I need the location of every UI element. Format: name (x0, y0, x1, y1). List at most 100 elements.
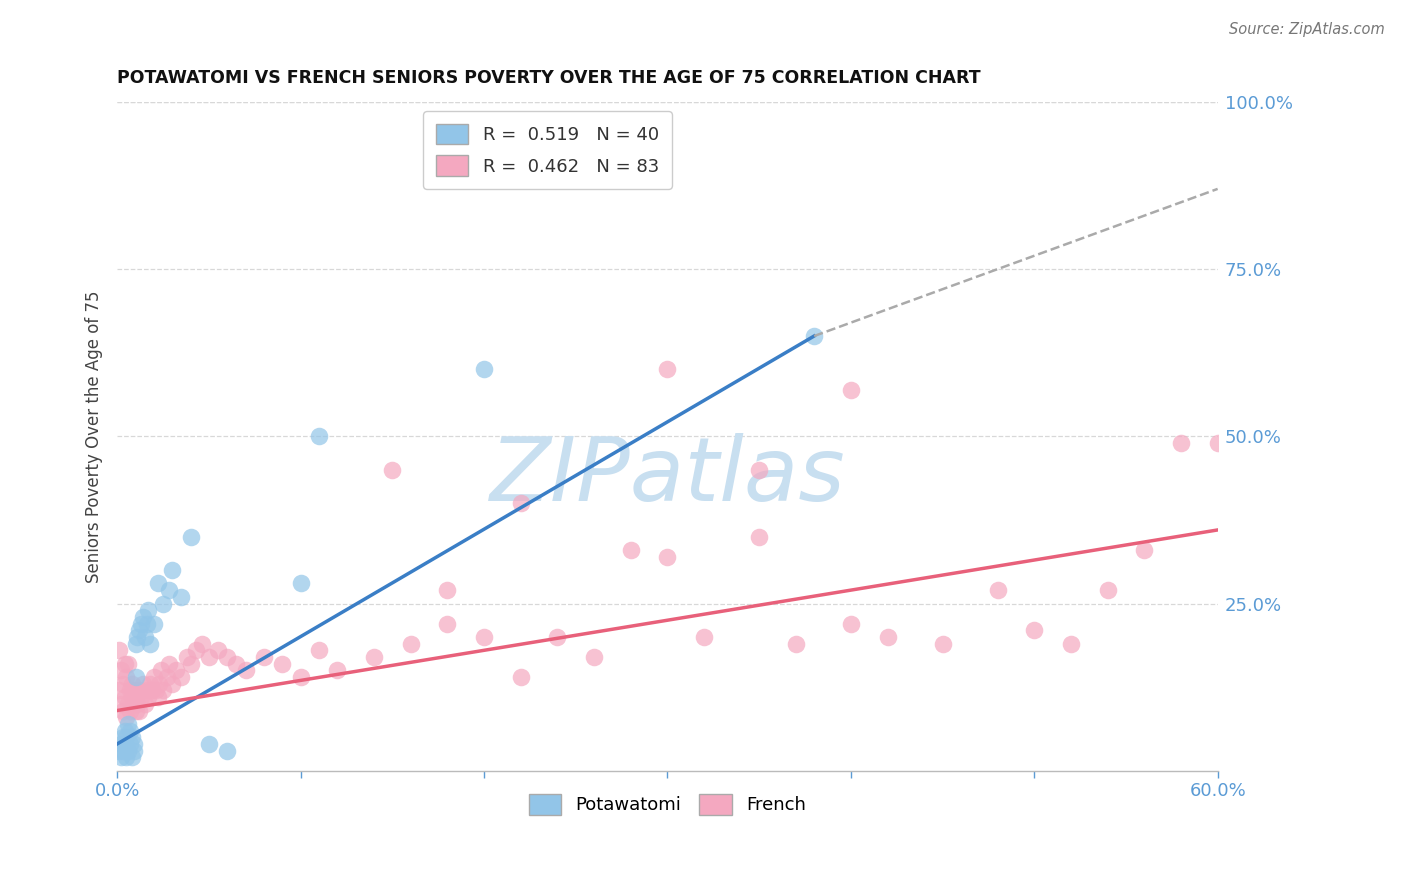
Point (115, 750, 138, 764)
Point (145, 683, 167, 698)
Point (127, 697, 149, 711)
Point (148, 677, 170, 691)
Point (839, 383, 862, 397)
Point (124, 637, 146, 651)
Point (363, 650, 385, 665)
Point (620, 543, 643, 558)
Point (124, 670, 146, 684)
Point (114, 737, 136, 751)
Point (127, 630, 149, 644)
Point (124, 690, 146, 705)
Point (180, 530, 202, 544)
Point (118, 704, 141, 718)
Point (132, 677, 155, 691)
Point (122, 683, 145, 698)
Point (122, 697, 145, 711)
Point (839, 616, 862, 631)
Point (135, 616, 157, 631)
Point (150, 664, 173, 678)
Point (124, 704, 146, 718)
Point (118, 683, 141, 698)
Point (657, 362, 679, 376)
Point (121, 677, 143, 691)
Legend: Potawatomi, French: Potawatomi, French (522, 787, 814, 822)
Point (115, 670, 138, 684)
Point (108, 683, 131, 698)
Point (785, 637, 807, 651)
Point (1170, 436, 1192, 450)
Point (110, 737, 132, 751)
Point (657, 549, 679, 564)
Point (111, 744, 134, 758)
Point (399, 637, 422, 651)
Point (156, 670, 179, 684)
Point (472, 362, 495, 376)
Point (122, 737, 145, 751)
Point (803, 329, 825, 343)
Point (138, 690, 160, 705)
Point (114, 690, 136, 705)
Point (111, 704, 134, 718)
Point (1097, 583, 1119, 598)
Point (117, 697, 139, 711)
Point (381, 463, 404, 477)
Point (110, 664, 132, 678)
Point (271, 657, 294, 671)
Point (198, 737, 221, 751)
Point (146, 690, 169, 705)
Point (157, 583, 180, 598)
Point (135, 683, 157, 698)
Point (111, 677, 134, 691)
Point (180, 657, 202, 671)
Point (134, 630, 156, 644)
Point (114, 657, 136, 671)
Point (134, 697, 156, 711)
Point (152, 683, 174, 698)
Point (117, 717, 139, 731)
Y-axis label: Seniors Poverty Over the Age of 75: Seniors Poverty Over the Age of 75 (86, 290, 103, 582)
Point (121, 731, 143, 745)
Point (115, 710, 138, 724)
Point (1024, 624, 1046, 638)
Point (117, 657, 139, 671)
Point (1133, 543, 1156, 558)
Point (160, 563, 183, 577)
Text: Source: ZipAtlas.com: Source: ZipAtlas.com (1229, 22, 1385, 37)
Text: ZIPatlas: ZIPatlas (489, 434, 845, 519)
Point (308, 643, 330, 657)
Point (110, 697, 132, 711)
Point (108, 643, 131, 657)
Point (176, 650, 198, 665)
Point (128, 683, 150, 698)
Point (436, 616, 458, 631)
Point (253, 650, 276, 665)
Point (157, 657, 180, 671)
Point (108, 744, 131, 758)
Point (138, 603, 160, 617)
Point (986, 583, 1008, 598)
Point (110, 750, 132, 764)
Text: POTAWATOMI VS FRENCH SENIORS POVERTY OVER THE AGE OF 75 CORRELATION CHART: POTAWATOMI VS FRENCH SENIORS POVERTY OVE… (117, 69, 981, 87)
Point (931, 637, 953, 651)
Point (142, 616, 165, 631)
Point (139, 677, 162, 691)
Point (207, 643, 229, 657)
Point (472, 630, 495, 644)
Point (152, 597, 174, 611)
Point (509, 496, 531, 510)
Point (876, 630, 898, 644)
Point (146, 576, 169, 591)
Point (184, 643, 207, 657)
Point (170, 670, 193, 684)
Point (583, 650, 606, 665)
Point (121, 690, 143, 705)
Point (118, 737, 141, 751)
Point (170, 590, 193, 604)
Point (111, 731, 134, 745)
Point (128, 704, 150, 718)
Point (225, 657, 247, 671)
Point (122, 744, 145, 758)
Point (165, 664, 187, 678)
Point (118, 723, 141, 738)
Point (190, 637, 212, 651)
